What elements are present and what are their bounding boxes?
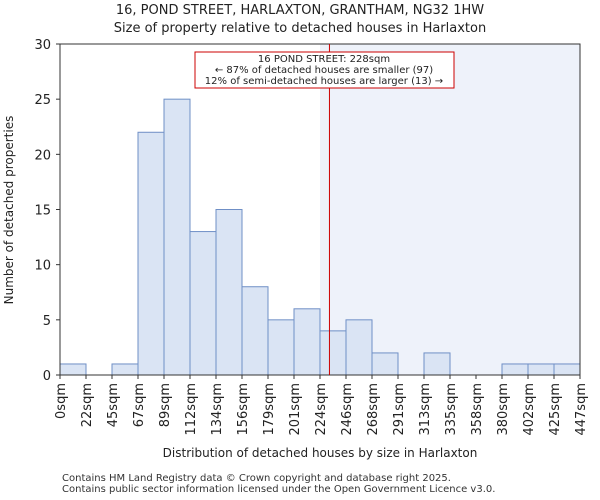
chart-title: 16, POND STREET, HARLAXTON, GRANTHAM, NG… [115,3,485,18]
x-tick-label: 0sqm [54,383,69,419]
histogram-bar [553,363,581,376]
y-tick-label: 10 [34,259,51,274]
x-tick-label: 268sqm [366,383,381,436]
annotation-box [194,51,455,89]
x-tick-label: 156sqm [236,383,251,436]
y-tick-label: 15 [34,204,51,219]
histogram-bar [501,363,529,376]
histogram-chart: 0 5 10 15 20 25 30 0sqm 22sqm 45sqm 67sqm 89sqm 112s… [2,38,589,460]
x-tick-label: 335sqm [444,383,459,436]
x-tick-label: 179sqm [262,383,277,436]
x-tick-label: 246sqm [340,383,355,436]
histogram-bar [215,209,243,376]
annotation-line-3: 12% of semi-detached houses are larger (… [205,76,443,87]
histogram-bar [423,352,451,376]
footer-copyright: Contains HM Land Registry data © Crown c… [62,473,451,484]
y-tick-label: 25 [34,93,51,108]
histogram-bar [319,330,347,376]
x-tick-label: 291sqm [392,383,407,436]
annotation-line-2: ← 87% of detached houses are smaller (97… [215,65,433,76]
annotation-line-1: 16 POND STREET: 228sqm [258,54,390,65]
histogram-bar [371,352,399,376]
footer-licence: Contains public sector information licen… [62,484,496,495]
x-tick-label: 447sqm [574,383,589,436]
histogram-bar [111,363,139,376]
x-tick-label: 380sqm [496,383,511,436]
x-axis-label: Distribution of detached houses by size … [163,446,478,460]
histogram-bar [345,319,373,376]
histogram-bar [59,363,87,376]
x-tick-label: 313sqm [418,383,433,436]
histogram-bar [189,231,217,376]
x-tick-label: 22sqm [80,383,95,427]
x-tick-label: 402sqm [522,383,537,436]
chart-subtitle: Size of property relative to detached ho… [113,21,487,36]
x-tick-label: 112sqm [184,383,199,436]
x-tick-label: 425sqm [548,383,563,436]
x-tick-label: 358sqm [470,383,485,436]
x-tick-label: 67sqm [132,383,147,427]
y-tick-label: 0 [43,369,51,384]
x-tick-label: 201sqm [288,383,303,436]
x-tick-label: 134sqm [210,383,225,436]
y-tick-label: 20 [34,148,51,163]
x-tick-label: 89sqm [158,383,173,427]
histogram-bar [137,131,165,376]
y-tick-label: 30 [34,38,51,53]
histogram-bar [267,319,295,376]
histogram-bar [527,363,555,376]
histogram-bar [293,308,321,376]
y-axis-label: Number of detached properties [2,116,16,305]
x-tick-label: 45sqm [106,383,121,427]
histogram-bar [241,286,269,376]
histogram-bar [163,98,191,376]
y-tick-label: 5 [43,314,51,329]
x-tick-label: 224sqm [314,383,329,436]
